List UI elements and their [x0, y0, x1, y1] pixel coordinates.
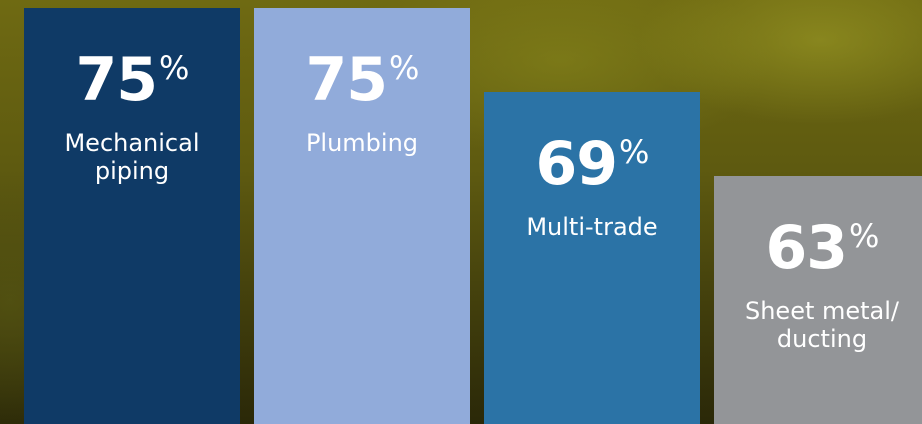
- category-label: Mechanical piping: [64, 129, 200, 185]
- value-number: 75: [305, 45, 388, 116]
- value-number: 63: [765, 213, 848, 284]
- bar: 75% Mechanical piping: [24, 8, 240, 424]
- value-label: 75%: [34, 50, 230, 110]
- value-unit: %: [159, 49, 189, 88]
- value-label: 63%: [724, 218, 920, 278]
- value-unit: %: [619, 133, 649, 172]
- value-unit: %: [849, 217, 879, 256]
- bar: 63% Sheet metal/ ducting: [714, 176, 922, 424]
- value-number: 75: [75, 45, 158, 116]
- value-unit: %: [389, 49, 419, 88]
- category-label: Multi-trade: [526, 213, 658, 242]
- bar: 75% Plumbing: [254, 8, 470, 424]
- bar: 69% Multi-trade: [484, 92, 700, 424]
- value-number: 69: [535, 129, 618, 200]
- value-label: 75%: [264, 50, 460, 110]
- category-label: Sheet metal/ ducting: [744, 297, 900, 353]
- value-label: 69%: [494, 134, 690, 194]
- category-label: Plumbing: [305, 129, 419, 158]
